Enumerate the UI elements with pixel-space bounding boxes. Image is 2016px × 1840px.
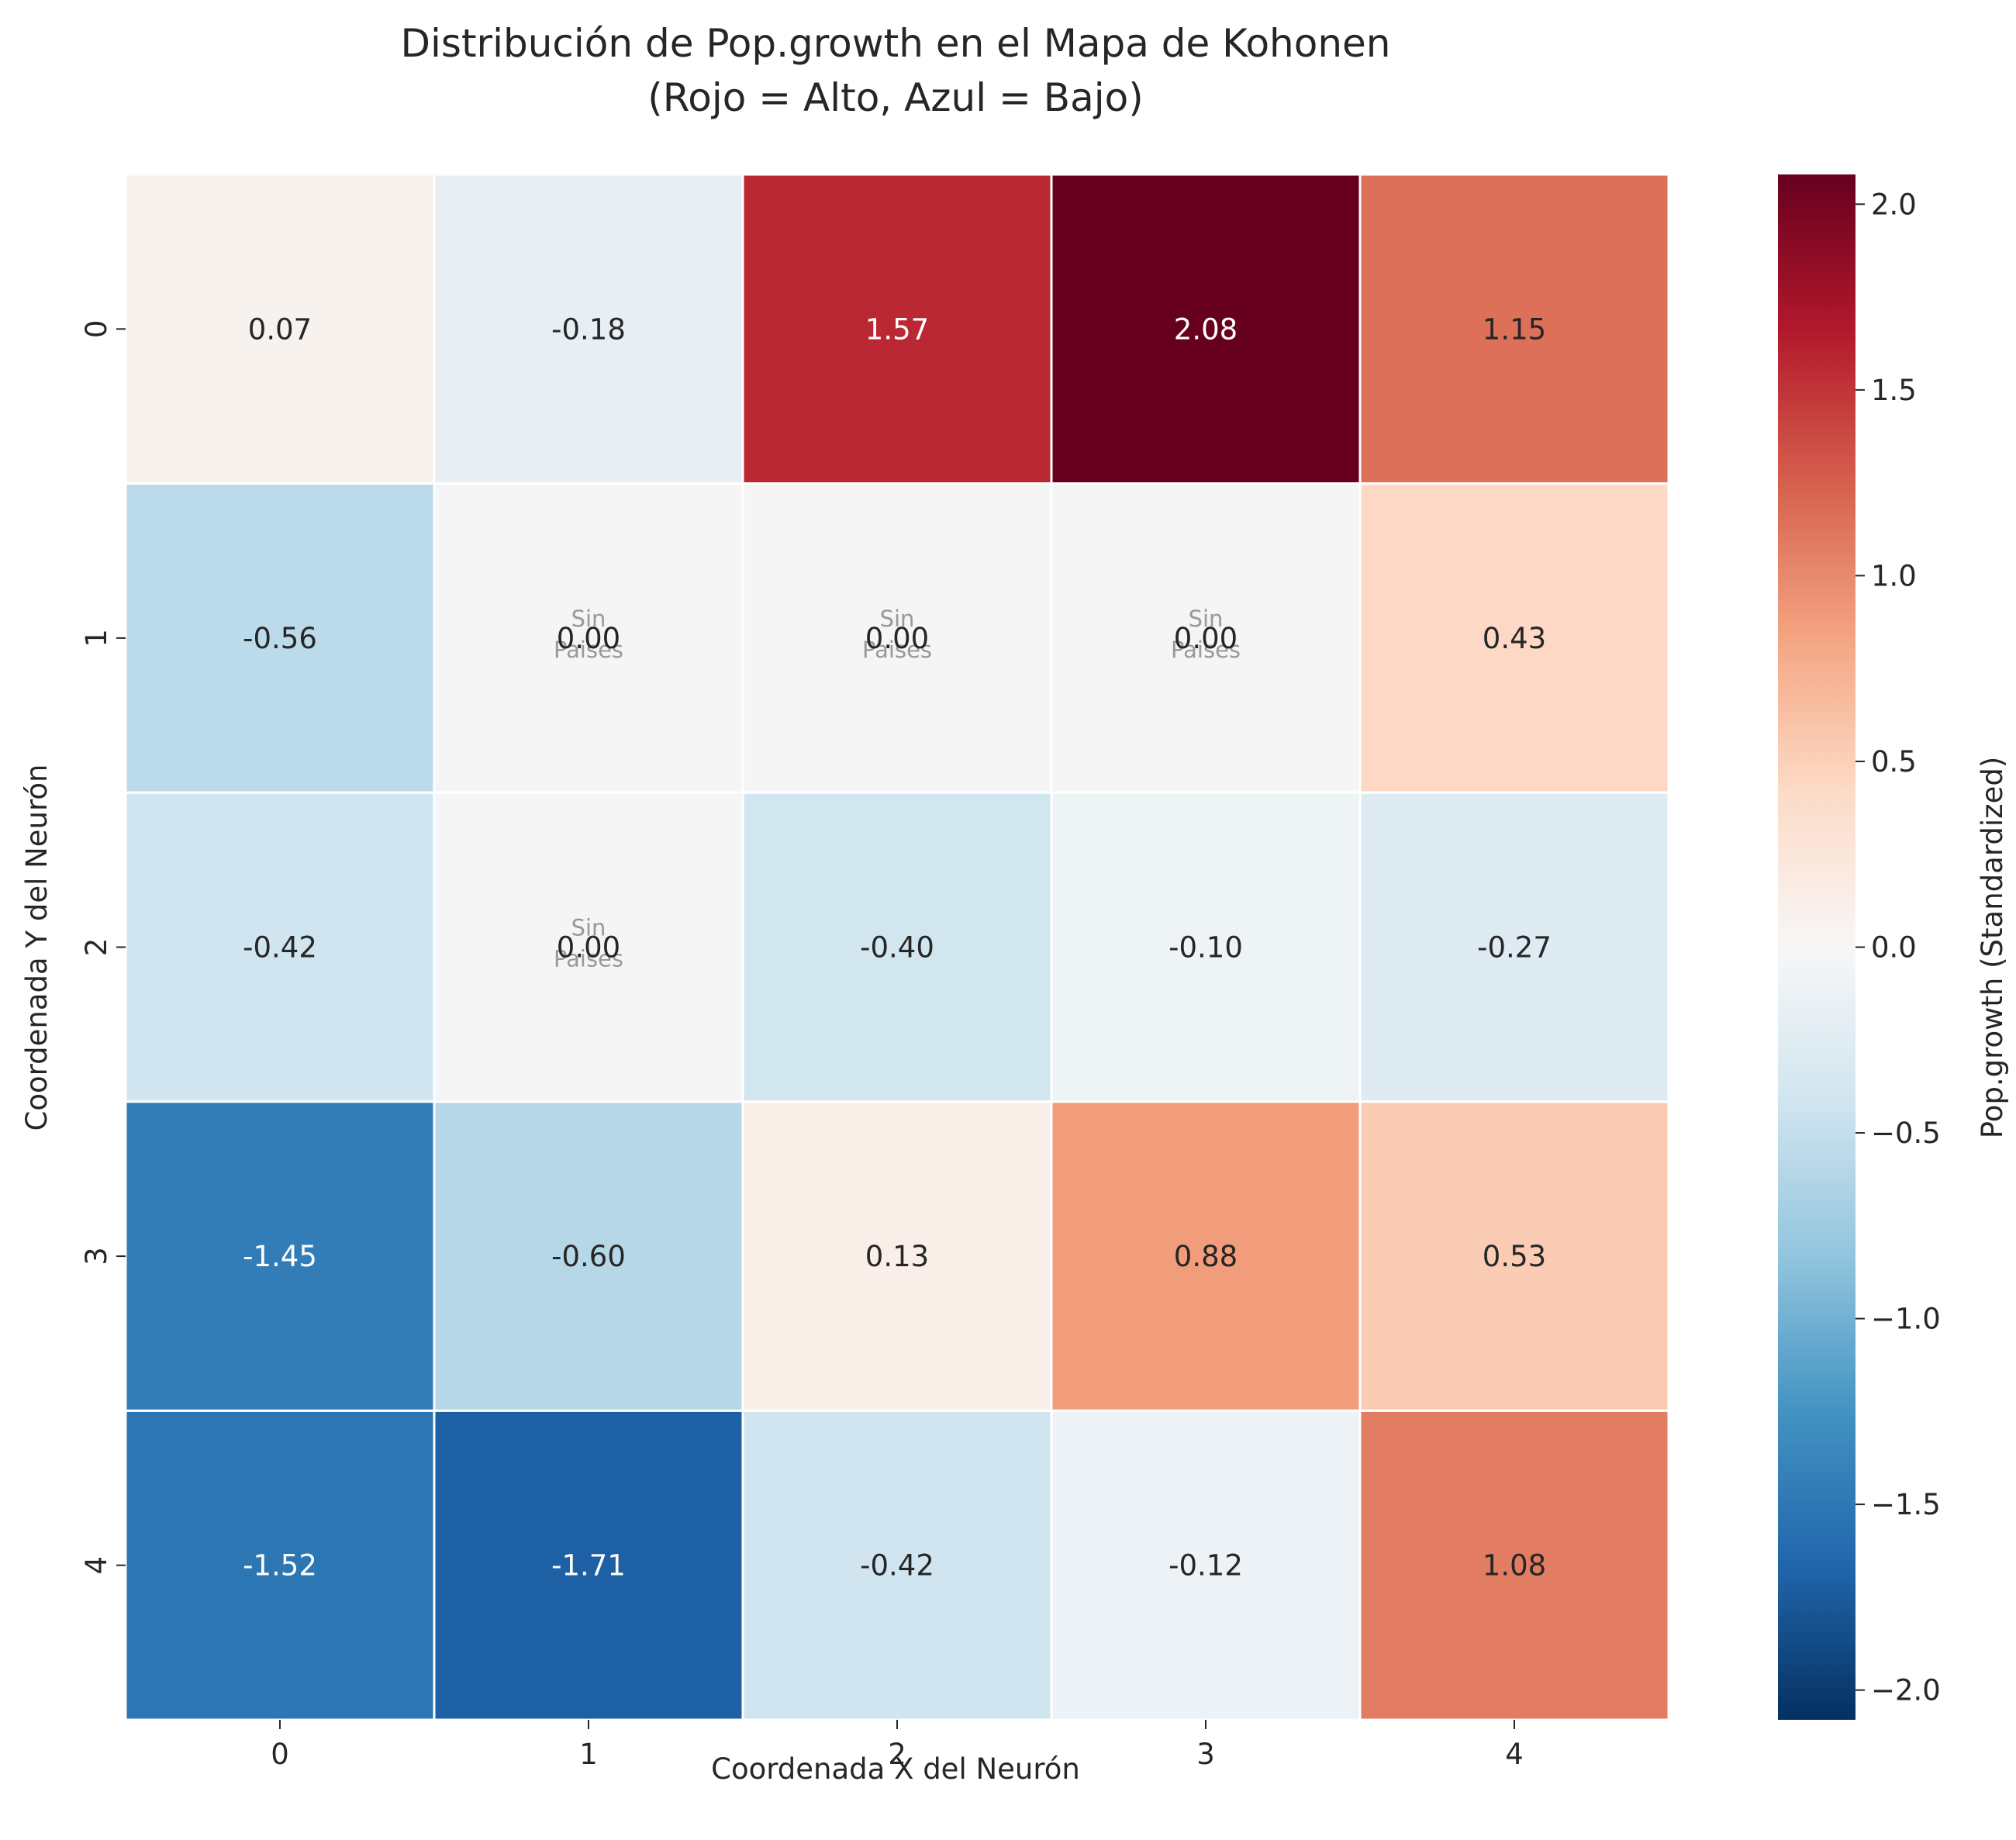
colorbar-tick-label: 1.0 [1871,559,1917,592]
x-axis-label: Coordenada X del Neurón [711,1752,1080,1786]
empty-cell-label: Sin [880,606,915,632]
y-axis-label: Coordenada Y del Neurón [20,765,54,1131]
x-tick-label: 1 [579,1738,598,1771]
heatmap-cell [1050,791,1362,1103]
heatmap-cell [1358,482,1670,794]
empty-cell-label: Paises [862,637,932,663]
cell-value-label: 1.57 [865,312,929,346]
colorbar-gradient [1778,174,1855,1720]
heatmap-cell [1050,1100,1362,1412]
colorbar-label: Pop.growth (Standardized) [1976,757,2009,1139]
chart-title: Distribución de Pop.growth en el Mapa de… [401,21,1391,66]
cell-value-label: 1.08 [1483,1549,1546,1583]
cell-value-label: 2.08 [1174,312,1238,346]
heatmap-cell [433,1409,744,1721]
heatmap-cell [741,791,1053,1103]
heatmap-cell [433,173,744,485]
empty-cell-label: Paises [554,637,623,663]
heatmap-cell [1358,1100,1670,1412]
heatmap-cell [741,1100,1053,1412]
x-tick-label: 2 [888,1738,906,1771]
cell-value-label: 0.00 [1174,622,1238,655]
cell-value-label: -0.18 [551,312,626,346]
cell-value-label: -0.10 [1169,931,1243,965]
cell-value-label: 0.00 [557,622,620,655]
cell-annotations: 0.07 -0.18 1.57 2.08 1.15-0.56SinPaises0.00S… [243,312,1552,1582]
cell-value-label: 0.13 [865,1240,929,1273]
cell-value-label: -0.42 [860,1549,934,1583]
heatmap-cell [741,173,1053,485]
heatmap-cell [433,1100,744,1412]
heatmap-cell [1050,173,1362,485]
cell-value-label: -1.52 [243,1549,317,1583]
heatmap-cell [1358,1409,1670,1721]
heatmap-cell [741,482,1053,794]
cell-value-label: -1.45 [243,1240,317,1273]
cell-value-label: -0.56 [243,622,317,655]
y-tick-label: 4 [80,1556,113,1575]
y-tick-label: 0 [80,320,113,339]
colorbar: 2.0 1.5 1.0 0.5 0.0 −0.5 −1.0 −1.5 −2.0 [1778,174,1941,1720]
cell-value-label: -0.42 [243,931,317,965]
y-axis: 0 1 2 3 4 [80,320,126,1575]
heatmap-cell [1358,173,1670,485]
empty-cell-label: Paises [1171,637,1241,663]
colorbar-tick-label: 1.5 [1871,374,1917,407]
chart-subtitle: (Rojo = Alto, Azul = Bajo) [647,75,1143,120]
heatmap-cell [741,1409,1053,1721]
y-tick-label: 2 [80,938,113,957]
colorbar-tick-label: −1.0 [1871,1303,1941,1336]
x-axis: 0 1 2 3 4 [271,1720,1524,1771]
empty-cell-label: Sin [1189,606,1224,632]
empty-cell-label: Sin [571,915,606,941]
heatmap-cell [124,482,436,794]
colorbar-tick-label: −2.0 [1871,1674,1941,1707]
cell-value-label: 0.00 [865,622,929,655]
colorbar-tick-label: −1.5 [1871,1488,1941,1521]
cell-value-label: -1.71 [551,1549,626,1583]
cell-value-label: -0.40 [860,931,934,965]
x-tick-label: 0 [271,1738,289,1771]
heatmap-cell [124,173,436,485]
cell-value-label: 0.88 [1174,1240,1238,1273]
cell-value-label: -0.60 [551,1240,626,1273]
colorbar-tick-label: −0.5 [1871,1117,1941,1150]
y-tick-label: 1 [80,629,113,647]
empty-cell-label: Sin [571,606,606,632]
cell-value-label: 0.07 [248,312,312,346]
heatmap-cell [1358,791,1670,1103]
heatmap-cells [124,173,1670,1721]
cell-value-label: 1.15 [1483,312,1546,346]
cell-value-label: 0.53 [1483,1240,1546,1273]
heatmap-cell [433,791,744,1103]
cell-value-label: -0.12 [1169,1549,1243,1583]
x-tick-label: 4 [1505,1738,1524,1771]
colorbar-tick-label: 0.0 [1871,931,1917,965]
cell-value-label: 0.43 [1483,622,1546,655]
x-tick-label: 3 [1196,1738,1215,1771]
cell-value-label: -0.27 [1477,931,1552,965]
colorbar-tick-label: 2.0 [1871,188,1917,221]
empty-cell-label: Paises [554,946,623,972]
y-tick-label: 3 [80,1247,113,1265]
cell-value-label: 0.00 [557,931,620,965]
colorbar-tick-label: 0.5 [1871,745,1917,778]
heatmap-cell [124,1409,436,1721]
